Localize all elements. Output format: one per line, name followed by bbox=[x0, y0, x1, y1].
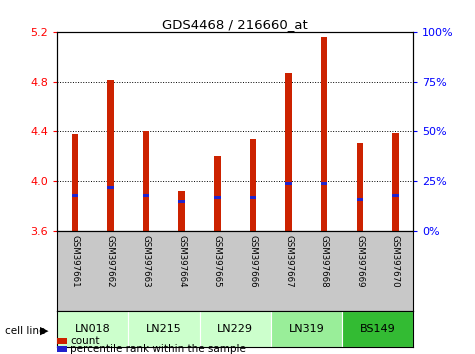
Bar bbox=[357, 198, 363, 201]
Bar bbox=[179, 200, 185, 203]
Bar bbox=[128, 311, 200, 347]
Bar bbox=[57, 311, 128, 347]
Text: GSM397665: GSM397665 bbox=[213, 235, 222, 288]
Bar bbox=[250, 139, 256, 231]
Text: percentile rank within the sample: percentile rank within the sample bbox=[70, 344, 246, 354]
Title: GDS4468 / 216660_at: GDS4468 / 216660_at bbox=[162, 18, 308, 31]
Bar bbox=[392, 133, 399, 231]
Text: GSM397668: GSM397668 bbox=[320, 235, 329, 288]
Text: LN018: LN018 bbox=[75, 324, 111, 334]
Bar bbox=[107, 185, 114, 189]
Bar bbox=[321, 182, 327, 185]
Bar bbox=[271, 311, 342, 347]
Bar bbox=[357, 143, 363, 231]
Text: GSM397667: GSM397667 bbox=[284, 235, 293, 288]
Bar bbox=[214, 196, 220, 199]
Bar bbox=[250, 196, 256, 199]
Bar bbox=[143, 131, 149, 231]
Bar bbox=[72, 194, 78, 197]
Bar bbox=[200, 311, 271, 347]
Bar bbox=[321, 37, 327, 231]
Text: GSM397666: GSM397666 bbox=[248, 235, 257, 288]
Bar bbox=[107, 80, 114, 231]
Text: GSM397664: GSM397664 bbox=[177, 235, 186, 288]
Text: GSM397670: GSM397670 bbox=[391, 235, 400, 288]
Text: BS149: BS149 bbox=[360, 324, 396, 334]
Text: ▶: ▶ bbox=[40, 326, 49, 336]
Text: LN215: LN215 bbox=[146, 324, 182, 334]
Text: count: count bbox=[70, 336, 100, 346]
Bar bbox=[285, 73, 292, 231]
Text: GSM397661: GSM397661 bbox=[70, 235, 79, 288]
Bar bbox=[72, 134, 78, 231]
Bar bbox=[179, 191, 185, 231]
Text: GSM397662: GSM397662 bbox=[106, 235, 115, 288]
Text: cell line: cell line bbox=[5, 326, 45, 336]
Text: GSM397663: GSM397663 bbox=[142, 235, 151, 288]
Bar bbox=[214, 156, 220, 231]
Bar bbox=[342, 311, 413, 347]
Text: GSM397669: GSM397669 bbox=[355, 235, 364, 287]
Text: LN229: LN229 bbox=[217, 324, 253, 334]
Bar bbox=[392, 194, 399, 197]
Bar bbox=[285, 182, 292, 185]
Text: LN319: LN319 bbox=[288, 324, 324, 334]
Bar bbox=[143, 194, 149, 197]
